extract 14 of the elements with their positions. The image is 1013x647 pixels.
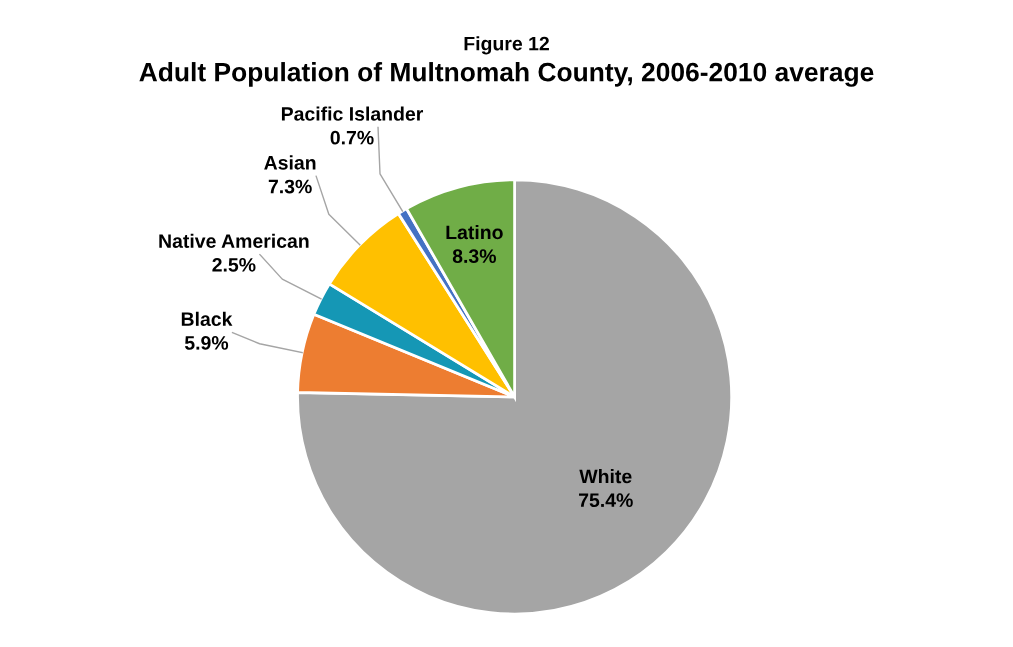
data-label: 7.3%: [268, 179, 312, 194]
slice-label: Pacific Islander: [281, 106, 424, 121]
chart-subtitle: Figure 12: [464, 36, 549, 55]
slice-label: Latino: [446, 224, 503, 240]
slice-label: Native American: [159, 233, 309, 248]
chart-title: Adult Population of Multnomah County, 2006-2010 average: [139, 62, 874, 87]
slice-label: White: [579, 469, 632, 484]
data-label: 0.7%: [330, 130, 374, 145]
data-label: 8.3%: [452, 249, 496, 264]
data-label: 75.4%: [579, 493, 633, 508]
slice-label: Black: [181, 311, 233, 327]
slice-label: Asian: [264, 155, 316, 170]
data-label: 5.9%: [184, 336, 229, 350]
data-label: 2.5%: [212, 257, 256, 272]
